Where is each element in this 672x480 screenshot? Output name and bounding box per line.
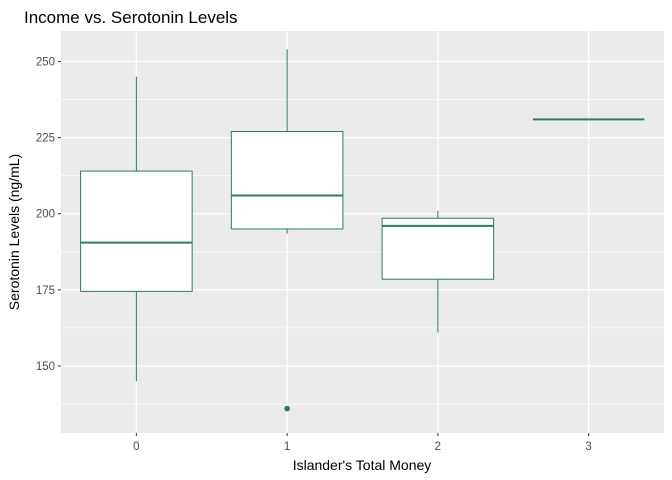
- x-tick-label: 2: [435, 441, 441, 453]
- box-0: [80, 76, 193, 382]
- outlier-point: [284, 405, 290, 412]
- x-axis-ticks: 0 1 2 3: [133, 433, 592, 453]
- box-1: [230, 49, 344, 412]
- x-tick-label: 1: [284, 441, 290, 453]
- y-tick-label: 250: [36, 56, 55, 68]
- box-2: [381, 210, 495, 333]
- boxplot-marks: [80, 49, 645, 412]
- x-tick-label: 3: [585, 441, 591, 453]
- y-tick-label: 225: [36, 133, 55, 145]
- y-tick-label: 175: [36, 285, 55, 297]
- y-tick-label: 150: [36, 361, 55, 373]
- iqr-box: [230, 131, 344, 230]
- chart-title: Income vs. Serotonin Levels: [24, 8, 238, 27]
- y-axis-label: Serotonin Levels (ng/mL): [6, 154, 22, 310]
- x-tick-label: 0: [133, 441, 139, 453]
- y-axis-ticks: 150 175 200 225 250: [36, 56, 61, 373]
- iqr-box: [381, 217, 495, 280]
- x-axis-label: Islander's Total Money: [293, 457, 432, 473]
- iqr-box: [80, 170, 193, 292]
- y-tick-label: 200: [36, 209, 55, 221]
